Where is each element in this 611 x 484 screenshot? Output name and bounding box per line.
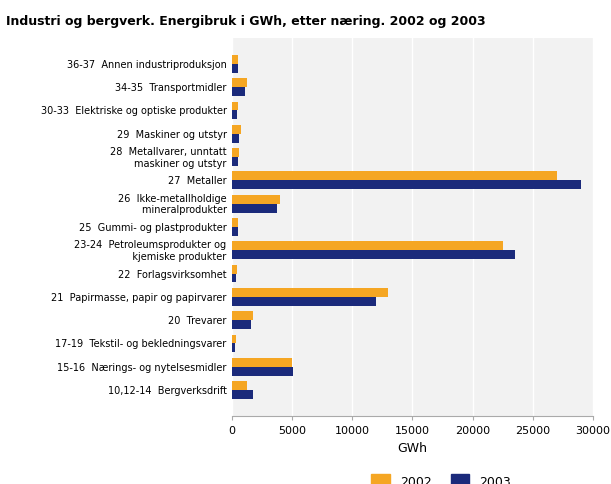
Bar — [232, 344, 235, 352]
Bar — [232, 135, 240, 143]
Bar — [232, 149, 239, 158]
Bar — [232, 103, 238, 111]
Bar — [232, 65, 238, 74]
Bar — [232, 265, 237, 274]
Bar — [232, 274, 236, 283]
Bar — [232, 204, 277, 213]
Bar — [232, 390, 252, 399]
Bar — [232, 381, 247, 390]
Bar — [232, 196, 280, 204]
Bar — [232, 288, 389, 297]
Bar — [232, 111, 237, 120]
Bar — [232, 335, 236, 344]
X-axis label: GWh: GWh — [397, 441, 428, 454]
Bar — [232, 358, 292, 367]
Bar — [232, 367, 293, 376]
Bar — [232, 219, 238, 227]
Bar — [232, 126, 241, 135]
Legend: 2002, 2003: 2002, 2003 — [367, 469, 516, 484]
Bar — [232, 79, 247, 88]
Bar — [232, 172, 557, 181]
Bar — [232, 227, 238, 236]
Bar — [232, 181, 580, 190]
Bar — [232, 297, 376, 306]
Bar — [232, 88, 246, 97]
Bar — [232, 251, 514, 259]
Bar — [232, 56, 238, 65]
Bar — [232, 312, 252, 320]
Bar — [232, 158, 238, 166]
Text: Industri og bergverk. Energibruk i GWh, etter næring. 2002 og 2003: Industri og bergverk. Energibruk i GWh, … — [6, 15, 486, 28]
Bar — [232, 320, 251, 329]
Bar — [232, 242, 502, 251]
